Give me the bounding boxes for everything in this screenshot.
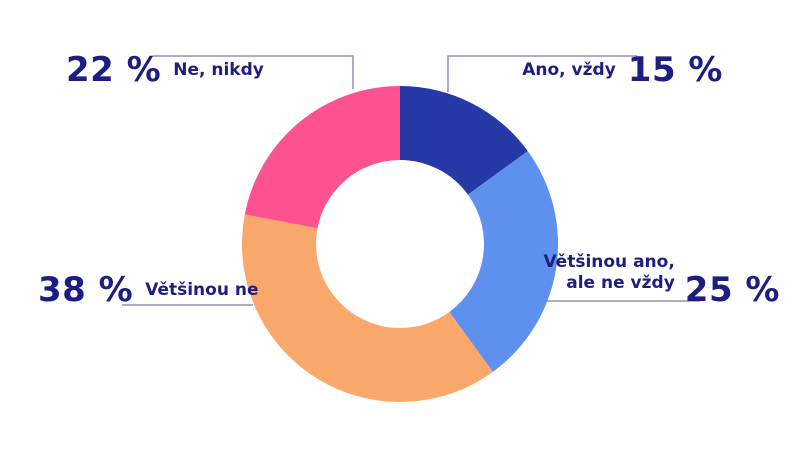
label-ne-nikdy: Ne, nikdy xyxy=(173,60,264,80)
donut-slice-0-ano-v-dy xyxy=(400,86,528,195)
callout-vetsinou-ano: Většinou ano, ale ne vždy 25 % xyxy=(543,252,780,308)
donut-svg xyxy=(242,86,558,402)
donut-slice-2-v-t-inou-ne xyxy=(242,214,493,402)
callout-ano-vzdy: Ano, vždy 15 % xyxy=(522,52,723,88)
donut-slice-3-ne-nikdy xyxy=(244,86,400,229)
callout-vetsinou-ne: 38 % Většinou ne xyxy=(38,272,258,308)
callout-ne-nikdy: 22 % Ne, nikdy xyxy=(66,52,264,88)
label-ano-vzdy: Ano, vždy xyxy=(522,60,616,80)
pct-ano-vzdy: 15 % xyxy=(627,50,723,90)
pct-vetsinou-ne: 38 % xyxy=(38,270,134,310)
label-vetsinou-ano-line1: Většinou ano, xyxy=(543,252,675,272)
pct-ne-nikdy: 22 % xyxy=(66,50,162,90)
label-vetsinou-ano: Většinou ano, ale ne vždy xyxy=(543,252,674,294)
label-vetsinou-ne: Většinou ne xyxy=(145,280,259,300)
pct-vetsinou-ano: 25 % xyxy=(684,270,780,310)
donut-chart xyxy=(242,86,558,402)
donut-slice-1-v-t-inou-ano-ale-ne-v-dy xyxy=(449,151,558,372)
label-vetsinou-ano-line2: ale ne vždy xyxy=(566,273,675,293)
